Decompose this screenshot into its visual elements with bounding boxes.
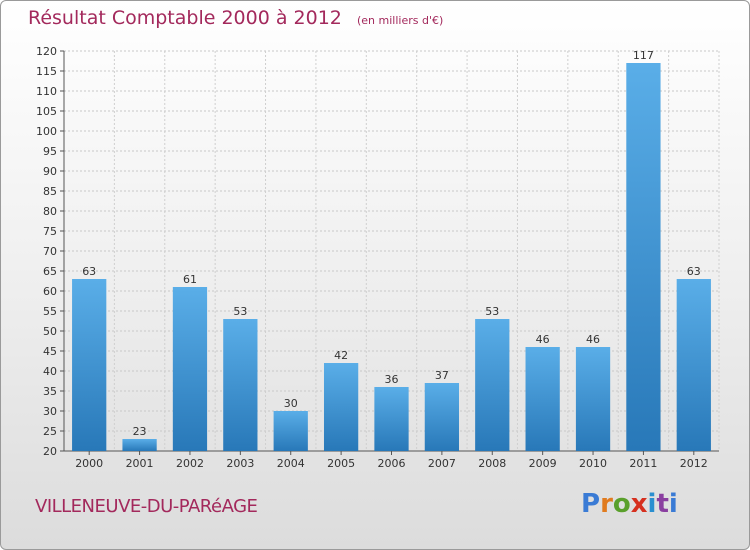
logo-letter: o (612, 489, 631, 519)
bar-value-label: 53 (233, 305, 247, 318)
y-tick-label: 30 (43, 405, 57, 418)
x-tick-label: 2012 (680, 457, 708, 470)
bar-2011 (626, 63, 661, 451)
y-tick-label: 80 (43, 205, 57, 218)
chart-subtitle: (en milliers d'€) (356, 14, 444, 27)
bar-2006 (374, 387, 409, 451)
y-tick-label: 105 (36, 105, 57, 118)
y-tick-label: 20 (43, 445, 57, 458)
bar-value-label: 46 (536, 333, 550, 346)
bar-value-label: 63 (687, 265, 701, 278)
x-tick-label: 2008 (478, 457, 506, 470)
logo-letter: P (581, 489, 601, 519)
x-tick-label: 2010 (579, 457, 607, 470)
x-tick-label: 2001 (126, 457, 154, 470)
bar-2005 (323, 363, 359, 451)
bar-value-label: 117 (633, 49, 654, 62)
bar-2003 (223, 319, 258, 451)
y-tick-label: 55 (43, 305, 57, 318)
logo-letter: t (656, 489, 669, 519)
title-block: Résultat Comptable 2000 à 2012 (en milli… (28, 7, 443, 29)
y-tick-label: 50 (43, 325, 57, 338)
y-tick-label: 95 (43, 145, 57, 158)
logo-letter: x (630, 489, 648, 519)
y-tick-label: 45 (43, 345, 57, 358)
bar-value-label: 30 (284, 397, 298, 410)
y-tick-label: 115 (36, 65, 57, 78)
y-tick-label: 100 (36, 125, 57, 138)
logo-letter: i (668, 489, 678, 519)
bar-2007 (424, 383, 460, 451)
chart-title: Résultat Comptable 2000 à 2012 (28, 7, 342, 29)
y-tick-label: 65 (43, 265, 57, 278)
bar-2004 (273, 411, 308, 451)
y-tick-label: 85 (43, 185, 57, 198)
x-tick-label: 2005 (327, 457, 355, 470)
y-tick-label: 35 (43, 385, 57, 398)
town-name: VILLENEUVE-DU-PARéAGE (35, 496, 258, 517)
bars (72, 63, 711, 451)
y-tick-label: 110 (36, 85, 57, 98)
bar-2001 (122, 439, 157, 451)
bar-value-label: 36 (385, 373, 399, 386)
y-tick-label: 40 (43, 365, 57, 378)
bar-2012 (676, 279, 711, 451)
labels: 20 25 30 35 40 45 50 55 60 65 70 75 80 85 90 95 100 105 11… (36, 45, 708, 470)
x-tick-label: 2003 (226, 457, 254, 470)
proxiti-logo[interactable]: Proxiti (581, 489, 678, 519)
x-tick-label: 2002 (176, 457, 204, 470)
y-tick-label: 70 (43, 245, 57, 258)
bar-value-label: 37 (435, 369, 449, 382)
x-tick-label: 2000 (75, 457, 103, 470)
bar-value-label: 61 (183, 273, 197, 286)
bar-2008 (475, 319, 510, 451)
x-tick-label: 2007 (428, 457, 456, 470)
bar-value-label: 23 (133, 425, 147, 438)
bar-value-label: 53 (485, 305, 499, 318)
y-tick-label: 75 (43, 225, 57, 238)
bar-2009 (525, 347, 560, 451)
x-tick-label: 2004 (277, 457, 305, 470)
logo-letter: i (647, 489, 657, 519)
bar-value-label: 46 (586, 333, 600, 346)
y-tick-label: 120 (36, 45, 57, 58)
x-tick-label: 2011 (629, 457, 657, 470)
x-tick-label: 2006 (378, 457, 406, 470)
x-tick-label: 2009 (529, 457, 557, 470)
logo-letter: r (600, 489, 613, 519)
bar-2010 (575, 347, 611, 451)
bar-2000 (72, 279, 107, 451)
bar-value-label: 42 (334, 349, 348, 362)
y-tick-label: 25 (43, 425, 57, 438)
y-tick-label: 60 (43, 285, 57, 298)
bar-value-label: 63 (82, 265, 96, 278)
y-tick-label: 90 (43, 165, 57, 178)
bar-2002 (172, 287, 208, 451)
